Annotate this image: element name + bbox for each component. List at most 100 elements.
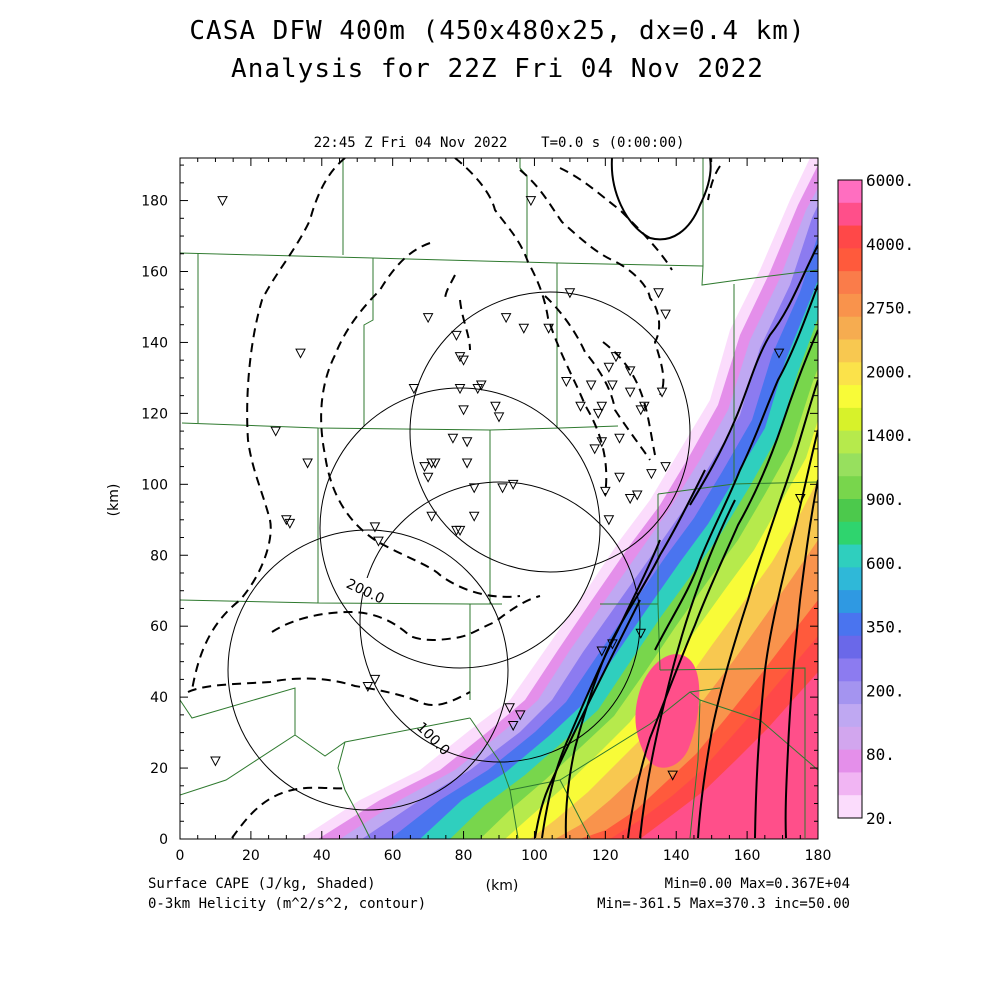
station-marker	[525, 196, 537, 207]
colorbar-labels: 6000. 4000. 2750. 2000. 1400. 900. 600. 350. 200…	[866, 171, 914, 828]
figure-title-line1: CASA DFW 400m (450x480x25, dx=0.4 km)	[189, 16, 806, 46]
colorbar-label: 2000.	[866, 362, 914, 381]
colorbar-swatch	[838, 476, 862, 500]
colorbar-swatch	[838, 772, 862, 796]
station-marker	[653, 288, 664, 299]
cape-max-core	[635, 654, 700, 768]
station-marker	[493, 412, 505, 423]
station-marker	[419, 462, 430, 473]
x-tick-label: 20	[242, 848, 260, 864]
colorbar-swatch	[838, 726, 862, 751]
station-marker	[429, 458, 441, 469]
x-tick-label: 0	[176, 848, 185, 864]
station-marker	[656, 387, 668, 398]
station-marker	[592, 408, 604, 419]
x-axis: 0 20 40 60 80 100 120 140 160 180	[176, 158, 831, 864]
station-marker	[575, 401, 586, 412]
colorbar-swatch	[838, 544, 862, 568]
station-marker	[635, 628, 647, 639]
colorbar-swatch	[838, 202, 862, 227]
x-tick-label: 160	[734, 848, 761, 864]
station-marker	[585, 380, 597, 391]
colorbar-swatch	[838, 795, 862, 819]
station-marker	[295, 348, 306, 359]
colorbar-label: 20.	[866, 809, 895, 828]
y-tick-label: 160	[141, 265, 168, 281]
y-tick-label: 80	[150, 548, 168, 564]
station-marker	[373, 536, 384, 547]
colorbar-swatch	[838, 681, 862, 705]
station-marker	[408, 384, 420, 395]
station-marker	[210, 756, 221, 767]
station-marker	[543, 323, 554, 334]
station-marker	[794, 494, 806, 505]
station-marker	[614, 472, 625, 483]
colorbar-label: 4000.	[866, 235, 914, 254]
colorbar-label: 80.	[866, 745, 895, 764]
station-marker	[624, 494, 636, 505]
helicity-contours	[187, 158, 818, 839]
y-tick-label: 140	[141, 335, 168, 351]
colorbar-swatch	[838, 430, 862, 454]
station-marker	[461, 458, 473, 469]
cape-band	[640, 672, 818, 839]
colorbar-swatch	[838, 225, 862, 249]
station-marker	[490, 401, 501, 412]
colorbar-swatch	[838, 658, 862, 682]
y-tick-label: 100	[141, 477, 168, 493]
station-marker	[596, 437, 608, 448]
cape-shading	[300, 158, 818, 839]
station-marker	[451, 330, 462, 341]
station-marker	[369, 522, 381, 533]
station-marker	[624, 366, 636, 377]
station-marker	[635, 405, 647, 416]
y-tick-label: 120	[141, 406, 168, 422]
station-marker	[497, 483, 508, 494]
colorbar-swatch	[838, 180, 862, 204]
y-tick-label: 40	[150, 690, 168, 706]
cape-colorbar	[837, 179, 863, 819]
x-tick-label: 120	[592, 848, 619, 864]
station-marker	[607, 380, 618, 391]
station-marker	[362, 681, 374, 693]
colorbar-swatch	[838, 704, 862, 728]
station-marker	[461, 437, 473, 448]
station-marker	[667, 770, 679, 781]
station-marker	[638, 401, 650, 412]
station-marker	[468, 511, 480, 522]
y-axis-label: (km)	[106, 484, 122, 517]
station-marker	[454, 384, 466, 395]
station-marker	[646, 469, 657, 480]
footer-right-line2: Min=-361.5 Max=370.3 inc=50.00	[597, 896, 850, 912]
station-marker	[514, 710, 526, 721]
x-tick-label: 60	[384, 848, 402, 864]
colorbar-label: 200.	[866, 681, 905, 700]
station-marker	[614, 433, 625, 444]
colorbar-swatch	[838, 385, 862, 409]
station-marker	[603, 362, 615, 373]
colorbar-label: 900.	[866, 490, 905, 509]
station-marker	[468, 483, 480, 494]
colorbar-swatch	[838, 521, 862, 546]
station-marker	[660, 309, 671, 320]
station-marker	[624, 387, 636, 398]
station-marker	[426, 511, 437, 522]
station-marker	[596, 646, 608, 657]
station-marker	[500, 313, 512, 324]
x-tick-label: 140	[663, 848, 690, 864]
station-marker	[454, 352, 466, 363]
colorbar-swatch	[838, 567, 862, 591]
colorbar-swatch	[838, 749, 862, 773]
station-marker	[589, 444, 601, 455]
station-marker	[454, 525, 466, 536]
footer-right-line1: Min=0.00 Max=0.367E+04	[664, 876, 850, 892]
station-marker	[281, 515, 292, 526]
station-marker	[475, 380, 487, 391]
colorbar-swatch	[838, 635, 862, 659]
station-marker	[507, 479, 519, 490]
station-marker	[447, 433, 459, 444]
valid-time-subtitle: 22:45 Z Fri 04 Nov 2022 T=0.0 s (0:00:00…	[313, 135, 685, 151]
station-marker	[504, 703, 515, 714]
x-tick-label: 80	[455, 848, 473, 864]
station-marker	[561, 376, 572, 388]
